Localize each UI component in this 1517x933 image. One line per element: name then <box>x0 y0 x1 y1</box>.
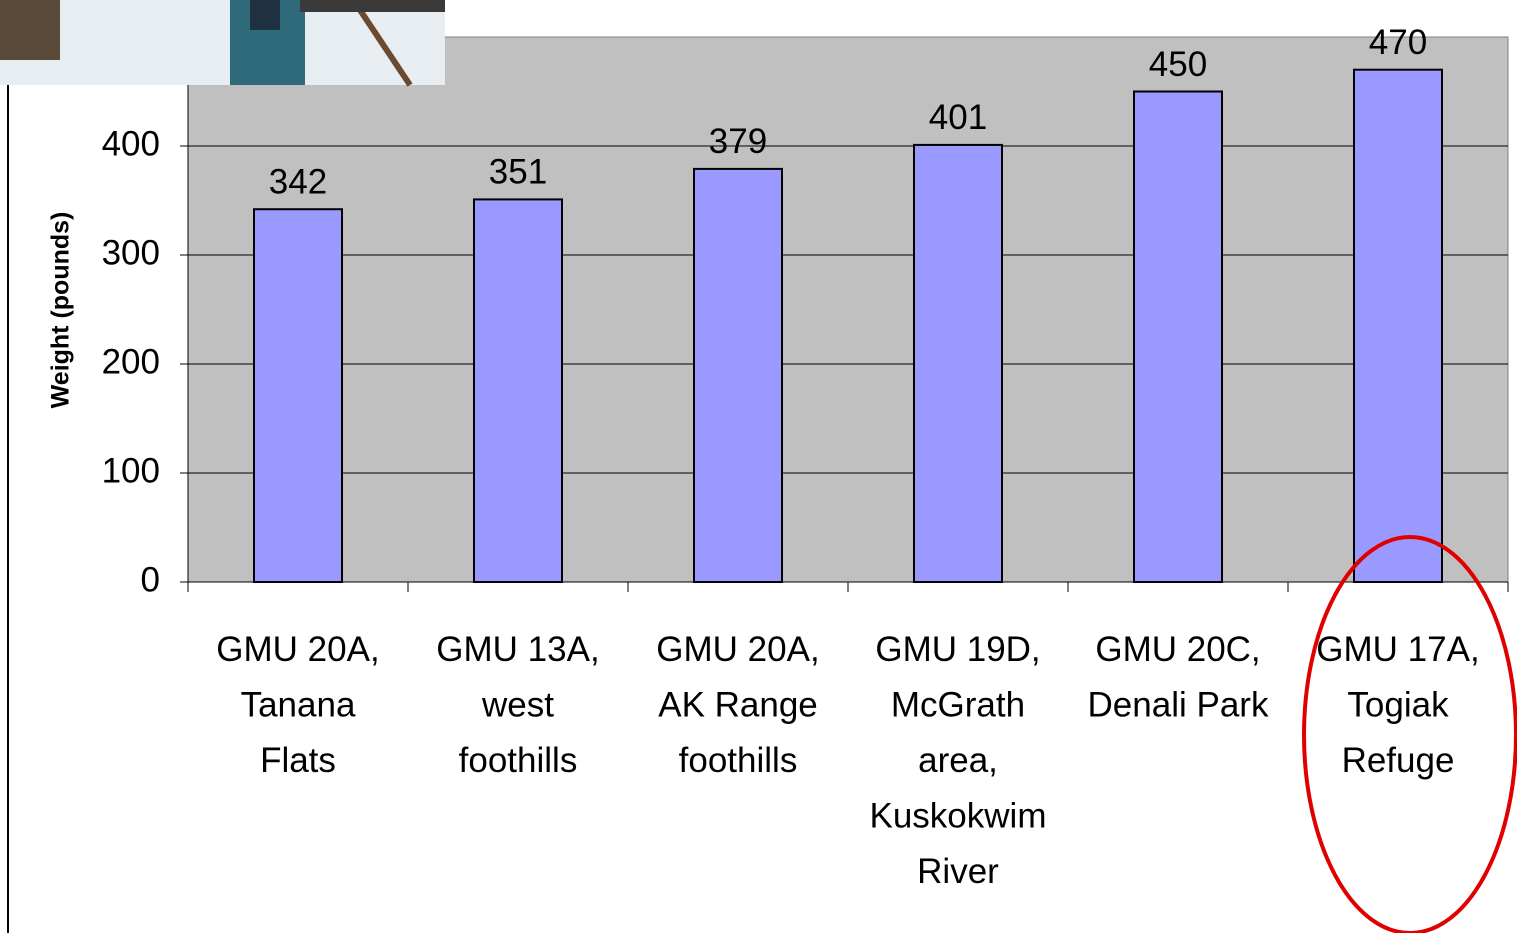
marks: 0 100 200 300 400 342 GMU 20A, Tanana Flats 351 GM… <box>102 23 1509 891</box>
bar <box>1133 90 1223 583</box>
bar <box>913 143 1003 583</box>
value-label: 470 <box>1369 23 1427 62</box>
photo <box>0 0 445 87</box>
x-tick-label: GMU 13A, west foothills <box>436 630 599 780</box>
bar <box>693 167 783 583</box>
y-tick-label: 200 <box>102 342 160 381</box>
plot-area <box>187 36 1509 583</box>
bar <box>253 208 343 583</box>
value-label: 450 <box>1149 45 1207 84</box>
value-label: 401 <box>929 98 987 137</box>
highlight-ellipse <box>1302 535 1517 933</box>
y-tick-label: 300 <box>102 233 160 272</box>
x-tick-label: GMU 20A, AK Range foothills <box>656 630 819 780</box>
x-tick-label: GMU 19D, McGrath area, Kuskokwim River <box>870 630 1047 891</box>
value-label: 379 <box>709 122 767 161</box>
bar <box>473 198 563 583</box>
x-tick-label: GMU 20C, Denali Park <box>1088 630 1269 725</box>
x-tick-label: GMU 17A, Togiak Refuge <box>1316 630 1479 780</box>
bar <box>1353 68 1443 583</box>
y-tick-label: 0 <box>141 560 160 599</box>
y-axis-label: Weight (pounds) <box>47 212 75 409</box>
y-tick-label: 100 <box>102 451 160 490</box>
x-tick-label: GMU 20A, Tanana Flats <box>216 630 379 780</box>
y-tick-label: 400 <box>102 124 160 163</box>
value-label: 351 <box>489 153 547 192</box>
value-label: 342 <box>269 162 327 201</box>
